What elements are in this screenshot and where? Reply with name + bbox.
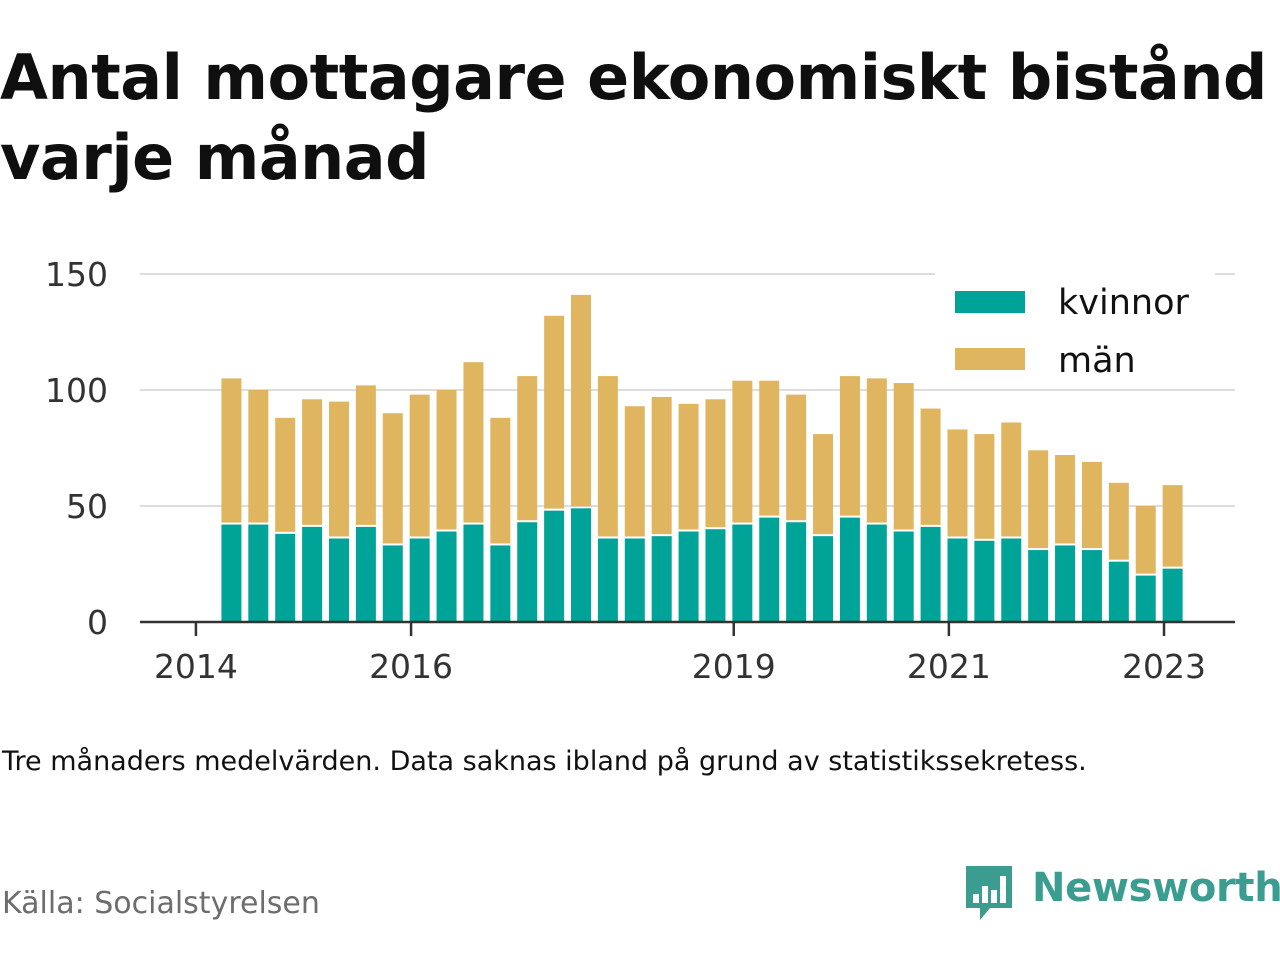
bar-man bbox=[382, 413, 403, 544]
bar-kvinnor bbox=[1001, 538, 1022, 622]
bar-kvinnor bbox=[920, 526, 941, 622]
bar-kvinnor bbox=[651, 536, 672, 622]
bar-kvinnor bbox=[1135, 575, 1156, 622]
bar-man bbox=[544, 315, 565, 509]
bar-man bbox=[436, 390, 457, 530]
bar-man bbox=[1055, 454, 1076, 544]
bar-kvinnor bbox=[866, 524, 887, 622]
source-credit: Källa: Socialstyrelsen bbox=[2, 886, 320, 921]
bar-man bbox=[1108, 482, 1129, 560]
bar-man bbox=[866, 378, 887, 523]
bar-man bbox=[974, 434, 995, 539]
x-tick-label: 2019 bbox=[692, 647, 776, 686]
bar-kvinnor bbox=[409, 538, 430, 622]
bar-kvinnor bbox=[302, 526, 323, 622]
bar-man bbox=[1001, 422, 1022, 537]
y-axis: 0 50 100 150 bbox=[45, 255, 108, 642]
chart-note: Tre månaders medelvärden. Data saknas ib… bbox=[2, 746, 1087, 777]
brand-name: Newsworthy bbox=[1032, 865, 1280, 911]
bar-man bbox=[893, 383, 914, 530]
bar-kvinnor bbox=[813, 536, 834, 622]
bar-man bbox=[678, 403, 699, 530]
bar-kvinnor bbox=[355, 526, 376, 622]
bar-kvinnor bbox=[759, 517, 780, 622]
x-axis: 2014 2016 2019 2021 2023 bbox=[140, 620, 1235, 686]
chart-title: Antal mottagare ekonomiskt bistånd varje… bbox=[0, 41, 1267, 194]
bar-man bbox=[409, 394, 430, 537]
bar-man bbox=[328, 401, 349, 537]
bar-man bbox=[302, 399, 323, 525]
bar-kvinnor bbox=[436, 531, 457, 622]
y-tick-label: 100 bbox=[45, 371, 108, 410]
bar-kvinnor bbox=[732, 524, 753, 622]
bar-kvinnor bbox=[624, 538, 645, 622]
bar-kvinnor bbox=[839, 517, 860, 622]
bar-kvinnor bbox=[1162, 568, 1183, 622]
bar-kvinnor bbox=[705, 529, 726, 622]
newsworthy-logo-icon bbox=[966, 866, 1012, 920]
bar-man bbox=[571, 294, 592, 507]
y-tick-label: 150 bbox=[45, 255, 108, 294]
bar-kvinnor bbox=[786, 522, 807, 622]
bar-kvinnor bbox=[544, 510, 565, 622]
bar-man bbox=[813, 434, 834, 535]
bar-kvinnor bbox=[463, 524, 484, 622]
stacked-bar-chart: 0 50 100 150 2014 2016 2019 2021 2023 kvinnor m… bbox=[45, 255, 1235, 686]
bar-man bbox=[624, 406, 645, 537]
bar-man bbox=[1028, 450, 1049, 549]
bar-man bbox=[517, 376, 538, 521]
bar-kvinnor bbox=[490, 545, 511, 622]
y-tick-label: 0 bbox=[87, 603, 108, 642]
bar-man bbox=[705, 399, 726, 528]
bars bbox=[221, 294, 1183, 622]
bar-kvinnor bbox=[382, 545, 403, 622]
x-tick-label: 2016 bbox=[369, 647, 453, 686]
legend-swatch-kvinnor bbox=[955, 291, 1025, 313]
bar-kvinnor bbox=[1028, 550, 1049, 622]
bar-man bbox=[759, 380, 780, 516]
bar-kvinnor bbox=[893, 531, 914, 622]
x-tick-label: 2021 bbox=[907, 647, 991, 686]
bar-kvinnor bbox=[1108, 561, 1129, 622]
bar-man bbox=[732, 380, 753, 523]
bar-man bbox=[651, 396, 672, 535]
bar-kvinnor bbox=[947, 538, 968, 622]
x-tick-label: 2023 bbox=[1122, 647, 1206, 686]
legend-label-man: män bbox=[1058, 341, 1136, 381]
bar-man bbox=[947, 429, 968, 537]
bar-man bbox=[920, 408, 941, 525]
legend-label-kvinnor: kvinnor bbox=[1058, 283, 1189, 323]
legend: kvinnor män bbox=[935, 272, 1215, 387]
legend-swatch-man bbox=[955, 348, 1025, 370]
bar-man bbox=[490, 417, 511, 544]
brand-logo: Newsworthy bbox=[962, 862, 1280, 932]
bar-man bbox=[786, 394, 807, 521]
bar-man bbox=[1135, 506, 1156, 574]
bar-kvinnor bbox=[328, 538, 349, 622]
bar-kvinnor bbox=[1055, 545, 1076, 622]
bar-kvinnor bbox=[221, 524, 242, 622]
bar-man bbox=[1081, 461, 1102, 549]
bar-man bbox=[839, 376, 860, 516]
bar-man bbox=[355, 385, 376, 525]
bar-man bbox=[597, 376, 618, 537]
x-tick-label: 2014 bbox=[154, 647, 238, 686]
bar-man bbox=[1162, 485, 1183, 567]
bar-kvinnor bbox=[597, 538, 618, 622]
bar-man bbox=[221, 378, 242, 523]
bar-kvinnor bbox=[517, 522, 538, 622]
bar-kvinnor bbox=[1081, 550, 1102, 622]
bar-man bbox=[463, 362, 484, 523]
bar-kvinnor bbox=[678, 531, 699, 622]
bar-kvinnor bbox=[571, 508, 592, 622]
bar-kvinnor bbox=[248, 524, 269, 622]
y-tick-label: 50 bbox=[66, 487, 108, 526]
bar-kvinnor bbox=[275, 533, 296, 622]
bar-man bbox=[275, 417, 296, 532]
bar-man bbox=[248, 390, 269, 523]
bar-kvinnor bbox=[974, 540, 995, 622]
